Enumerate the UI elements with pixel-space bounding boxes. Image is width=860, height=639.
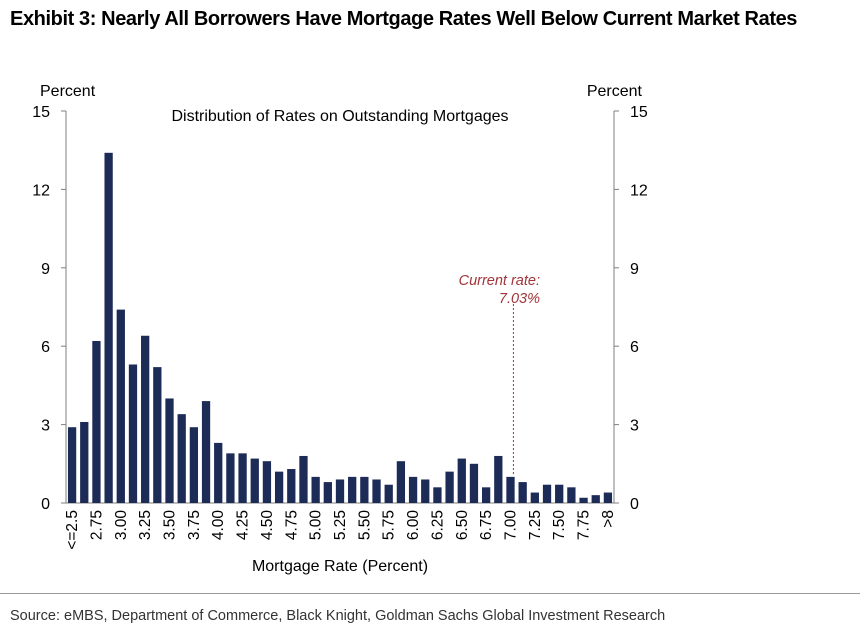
x-tick-label-2: 3.00 xyxy=(113,510,130,541)
left-y-tick-label-5: 15 xyxy=(32,104,50,121)
bar-10 xyxy=(189,427,199,503)
chart-ticks xyxy=(61,110,619,504)
bar-42 xyxy=(579,497,588,503)
y-axis-left-label: Percent xyxy=(40,83,96,100)
chart-title: Distribution of Rates on Outstanding Mor… xyxy=(171,108,508,125)
exhibit-title: Exhibit 3: Nearly All Borrowers Have Mor… xyxy=(10,8,798,30)
bar-20 xyxy=(311,476,320,503)
bar-6 xyxy=(141,335,150,503)
bar-38 xyxy=(530,492,539,503)
left-y-tick-label-4: 12 xyxy=(32,182,50,199)
current-rate-value: 7.03% xyxy=(499,291,540,307)
x-tick-label-9: 4.75 xyxy=(283,510,300,540)
left-y-tick-label-2: 6 xyxy=(41,339,50,356)
x-tick-label-3: 3.25 xyxy=(137,510,154,540)
bar-39 xyxy=(542,484,552,503)
bar-19 xyxy=(299,455,308,503)
x-tick-label-6: 4.00 xyxy=(210,510,227,541)
left-y-tick-label-0: 0 xyxy=(41,496,50,513)
bar-2 xyxy=(92,340,101,503)
right-y-tick-label-2: 6 xyxy=(630,339,639,356)
x-tick-label-5: 3.75 xyxy=(186,510,203,540)
bar-12 xyxy=(214,442,223,503)
bar-37 xyxy=(518,482,527,503)
bar-31 xyxy=(445,471,454,503)
bar-21 xyxy=(323,482,332,503)
right-y-tick-label-5: 15 xyxy=(630,104,648,121)
bar-9 xyxy=(177,414,186,503)
bar-5 xyxy=(128,364,138,503)
x-tick-label-1: 2.75 xyxy=(88,510,105,540)
bar-18 xyxy=(287,469,296,503)
bar-17 xyxy=(274,471,284,503)
x-tick-label-14: 6.00 xyxy=(405,510,422,541)
bar-27 xyxy=(396,461,406,503)
x-axis-label: Mortgage Rate (Percent) xyxy=(252,558,428,575)
x-tick-labels: <=2.5 2.75 3.00 3.25 3.50 3.75 4.00 4.25 4.50 4.7… xyxy=(64,510,617,550)
bar-30 xyxy=(433,487,442,503)
bar-41 xyxy=(567,487,576,503)
x-tick-label-0: <=2.5 xyxy=(64,510,81,550)
x-tick-label-15: 6.25 xyxy=(429,510,446,540)
y-axis-right-label: Percent xyxy=(587,83,643,100)
bar-8 xyxy=(165,398,174,503)
current-rate-label: Current rate: xyxy=(459,273,540,289)
bar-28 xyxy=(408,476,418,503)
bar-34 xyxy=(481,487,491,503)
x-tick-label-17: 6.75 xyxy=(478,510,495,540)
x-tick-label-18: 7.00 xyxy=(502,510,519,541)
source-rule xyxy=(0,593,860,594)
x-tick-label-21: 7.75 xyxy=(576,510,593,540)
right-y-tick-label-1: 3 xyxy=(630,418,639,435)
bar-16 xyxy=(262,461,272,503)
x-tick-label-19: 7.25 xyxy=(527,510,544,540)
bar-15 xyxy=(250,458,259,503)
bar-24 xyxy=(360,476,369,503)
chart-bars xyxy=(67,152,613,503)
bar-7 xyxy=(153,367,162,503)
y-tick-labels: 0 0 3 3 6 6 9 9 12 12 15 15 xyxy=(32,104,648,513)
x-tick-label-11: 5.25 xyxy=(332,510,349,540)
bar-43 xyxy=(591,495,600,503)
bar-26 xyxy=(384,484,393,503)
x-tick-label-22: >8 xyxy=(600,510,617,528)
bar-35 xyxy=(494,455,503,503)
left-y-tick-label-1: 3 xyxy=(41,418,50,435)
x-tick-label-20: 7.50 xyxy=(551,510,568,541)
bar-1 xyxy=(80,421,89,503)
bar-32 xyxy=(457,458,466,503)
bar-22 xyxy=(335,479,345,503)
x-tick-label-4: 3.50 xyxy=(162,510,179,541)
bar-44 xyxy=(603,492,613,503)
bar-23 xyxy=(348,476,357,503)
x-tick-label-16: 6.50 xyxy=(454,510,471,541)
bar-13 xyxy=(226,453,235,503)
x-tick-label-12: 5.50 xyxy=(356,510,373,541)
x-tick-label-13: 5.75 xyxy=(381,510,398,540)
left-y-tick-label-3: 9 xyxy=(41,261,50,278)
right-y-tick-label-4: 12 xyxy=(630,182,648,199)
bar-29 xyxy=(421,479,430,503)
x-tick-label-7: 4.25 xyxy=(235,510,252,540)
bar-36 xyxy=(506,476,515,503)
right-y-tick-label-3: 9 xyxy=(630,261,639,278)
bar-40 xyxy=(555,484,564,503)
right-y-tick-label-0: 0 xyxy=(630,496,639,513)
bar-33 xyxy=(469,463,479,503)
x-tick-label-10: 5.00 xyxy=(308,510,325,541)
bar-3 xyxy=(104,152,113,503)
x-tick-label-8: 4.50 xyxy=(259,510,276,541)
bar-25 xyxy=(372,479,381,503)
bar-11 xyxy=(201,401,211,503)
current-rate-annotation: Current rate: 7.03% xyxy=(459,273,540,475)
bar-14 xyxy=(238,453,247,503)
bar-4 xyxy=(116,309,125,503)
source-note: Source: eMBS, Department of Commerce, Bl… xyxy=(10,608,666,624)
bar-0 xyxy=(67,427,77,503)
